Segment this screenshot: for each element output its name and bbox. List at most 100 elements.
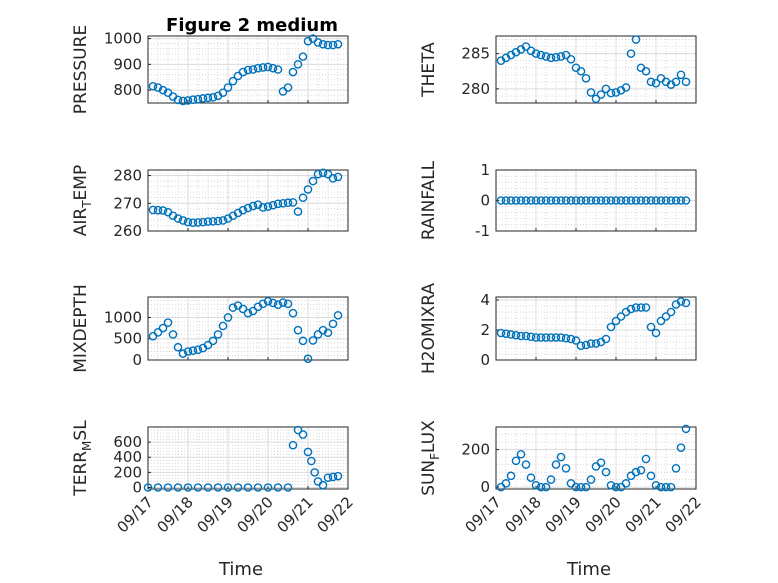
data-point [228,76,238,86]
data-point [193,94,203,104]
y-axis-label-suffix: SL [71,420,91,441]
data-point [233,483,243,492]
data-point [621,196,631,205]
data-point [188,218,198,227]
data-point [681,196,691,205]
data-point [313,169,323,179]
data-point [143,483,153,492]
data-point [611,482,621,492]
y-axis-label-main: RAINFALL [419,160,439,240]
data-point [288,440,298,450]
data-point [681,77,691,87]
data-point [596,458,606,468]
data-point [631,196,641,205]
axes-background [496,297,696,360]
data-point [571,196,581,205]
data-point [248,306,258,316]
x-axis-label: Time [218,559,263,580]
data-point [631,35,641,44]
data-point [188,346,198,355]
data-point [601,84,611,94]
data-point [516,449,526,459]
data-point [283,198,293,208]
data-point [158,85,168,95]
y-tick-label: 4 [480,291,490,309]
data-point [228,303,238,312]
data-point [581,482,591,492]
data-point [531,49,541,58]
y-axis-label-subscript: T [80,200,94,209]
data-point [158,323,168,333]
data-point [596,90,606,99]
data-point [666,196,676,205]
y-axis-label: SUNFLUX [419,420,442,496]
data-point [263,296,273,306]
data-point [183,217,193,227]
data-point [178,349,188,358]
data-point [258,203,268,212]
data-point [551,460,561,469]
data-point [501,196,511,205]
data-point [661,312,671,321]
data-point [641,66,651,76]
data-point [303,447,313,457]
data-point [308,176,318,186]
y-tick-label: 280 [461,80,490,98]
data-point [631,467,641,477]
y-axis-label-subscript: M [80,441,94,451]
data-point [556,52,566,61]
data-point [188,95,198,104]
data-point [551,333,561,342]
data-point [248,201,258,211]
data-point [213,330,223,339]
data-point [581,340,591,350]
y-tick-label: 0 [132,478,142,496]
data-point [571,482,581,492]
data-point [163,318,173,327]
y-tick-label: 400 [113,448,142,466]
data-point [243,203,253,213]
data-point [153,328,163,337]
data-point [496,196,506,205]
data-point [646,77,656,87]
data-point [288,308,298,318]
data-point [676,297,686,306]
data-point [556,196,566,205]
data-point [676,70,686,80]
data-point [148,81,158,91]
data-point [606,322,616,332]
data-point [511,196,521,205]
y-axis-label: MIXDEPTH [71,284,91,373]
data-point [646,322,656,332]
y-tick-label: 280 [113,167,142,185]
data-point [313,38,323,47]
data-point [193,345,203,355]
figure-title: Figure 2 medium [166,15,338,36]
data-point [536,196,546,205]
data-point [601,467,611,477]
data-point [333,39,343,49]
data-point [586,196,596,205]
data-point [561,464,571,473]
y-tick-label: 270 [113,194,142,212]
data-point [641,303,651,312]
data-point [556,333,566,342]
data-point [253,483,263,492]
data-point [208,336,218,346]
data-point [526,473,536,483]
data-point [303,354,313,364]
data-point [183,347,193,356]
data-point [243,65,253,75]
data-point [318,325,328,335]
y-tick-label: 200 [461,441,490,459]
data-point [541,333,551,342]
data-point [298,52,308,61]
subplot-2: 280 285 THETA [419,35,697,104]
data-point [621,83,631,92]
data-point [506,196,516,205]
data-point [283,483,293,492]
data-point [223,83,233,92]
data-point [576,66,586,76]
data-point [671,77,681,87]
data-point [298,336,308,346]
